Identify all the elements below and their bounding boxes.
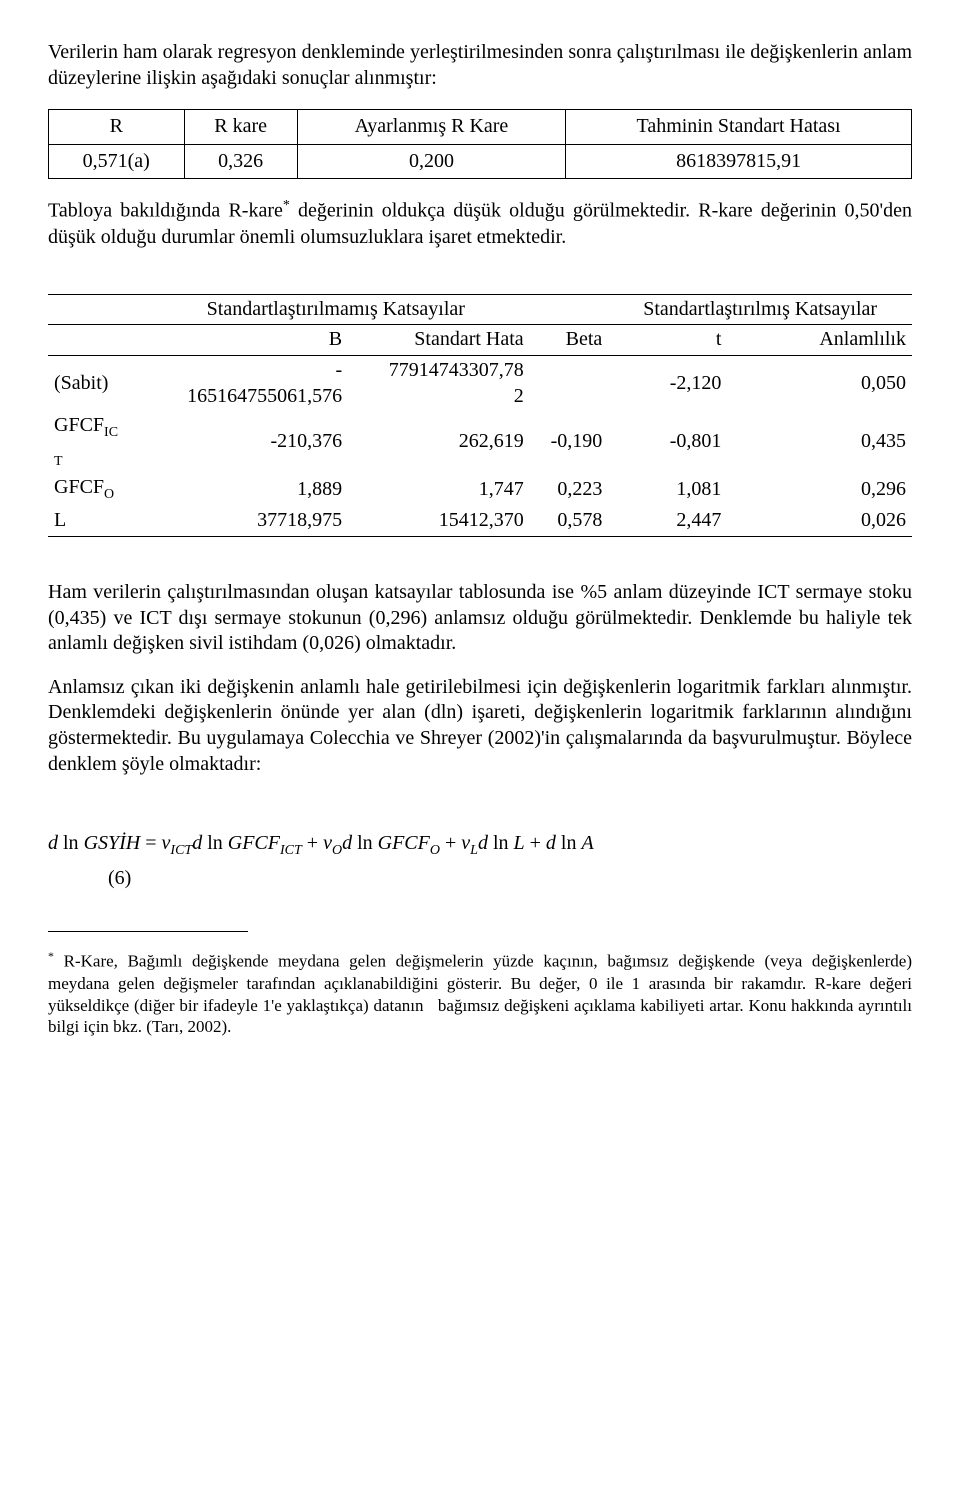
footnote-ref-icon: *	[283, 198, 290, 213]
cell: 0,026	[727, 506, 912, 536]
paragraph-1: Verilerin ham olarak regresyon denklemin…	[48, 40, 912, 91]
para2-part-a: Tabloya bakıldığında R-kare	[48, 200, 283, 222]
col-header	[48, 325, 142, 356]
cell: -0,190	[530, 411, 609, 473]
paragraph-2: Tabloya bakıldığında R-kare* değerinin o…	[48, 197, 912, 250]
equation-number: (6)	[108, 866, 912, 892]
cell: 37718,975	[142, 506, 348, 536]
cell: 1,889	[142, 473, 348, 506]
cell	[530, 356, 609, 412]
cell: 8618397815,91	[566, 144, 912, 179]
table-row: B Standart Hata Beta t Anlamlılık	[48, 325, 912, 356]
cell: 1,081	[608, 473, 727, 506]
paragraph-4: Anlamsız çıkan iki değişkenin anlamlı ha…	[48, 675, 912, 777]
cell: 1,747	[348, 473, 530, 506]
col-header: R	[49, 110, 185, 145]
footnote-separator	[48, 931, 248, 932]
row-label: (Sabit)	[48, 356, 142, 412]
col-header: Tahminin Standart Hatası	[566, 110, 912, 145]
col-header: Standart Hata	[348, 325, 530, 356]
group-header: Standartlaştırılmamış Katsayılar	[142, 294, 530, 325]
cell: 0,435	[727, 411, 912, 473]
cell: -2,120	[608, 356, 727, 412]
cell: -0,801	[608, 411, 727, 473]
cell: 0,326	[184, 144, 297, 179]
cell: 77914743307,78 2	[348, 356, 530, 412]
cell: 0,050	[727, 356, 912, 412]
col-header: Beta	[530, 325, 609, 356]
table-row: GFCFO 1,889 1,747 0,223 1,081 0,296	[48, 473, 912, 506]
cell: -210,376	[142, 411, 348, 473]
footnote: * R-Kare, Bağımlı değişkende meydana gel…	[48, 949, 912, 1038]
table-row: (Sabit) - 165164755061,576 77914743307,7…	[48, 356, 912, 412]
cell: 0,223	[530, 473, 609, 506]
cell: 0,200	[297, 144, 565, 179]
row-label: GFCFO	[48, 473, 142, 506]
cell: 262,619	[348, 411, 530, 473]
col-header: Anlamlılık	[727, 325, 912, 356]
group-header: Standartlaştırılmış Katsayılar	[608, 294, 912, 325]
paragraph-3: Ham verilerin çalıştırılmasından oluşan …	[48, 580, 912, 657]
cell: - 165164755061,576	[142, 356, 348, 412]
cell: 0,571(a)	[49, 144, 185, 179]
table-rsquare: R R kare Ayarlanmış R Kare Tahminin Stan…	[48, 109, 912, 179]
row-label: L	[48, 506, 142, 536]
col-header: R kare	[184, 110, 297, 145]
table-row: R R kare Ayarlanmış R Kare Tahminin Stan…	[49, 110, 912, 145]
cell: 15412,370	[348, 506, 530, 536]
cell: 2,447	[608, 506, 727, 536]
cell: 0,296	[727, 473, 912, 506]
col-header: Ayarlanmış R Kare	[297, 110, 565, 145]
equation: d ln GSYİH = vICTd ln GFCFICT + vOd ln G…	[48, 831, 912, 860]
table-row: Standartlaştırılmamış Katsayılar Standar…	[48, 294, 912, 325]
table-row: L 37718,975 15412,370 0,578 2,447 0,026	[48, 506, 912, 536]
table-row: 0,571(a) 0,326 0,200 8618397815,91	[49, 144, 912, 179]
col-header: B	[142, 325, 348, 356]
footnote-text: R-Kare, Bağımlı değişkende meydana gelen…	[48, 952, 912, 1036]
table-coefficients: Standartlaştırılmamış Katsayılar Standar…	[48, 294, 912, 537]
cell: 0,578	[530, 506, 609, 536]
col-header: t	[608, 325, 727, 356]
row-label: GFCFIC T	[48, 411, 142, 473]
table-row: GFCFIC T -210,376 262,619 -0,190 -0,801 …	[48, 411, 912, 473]
